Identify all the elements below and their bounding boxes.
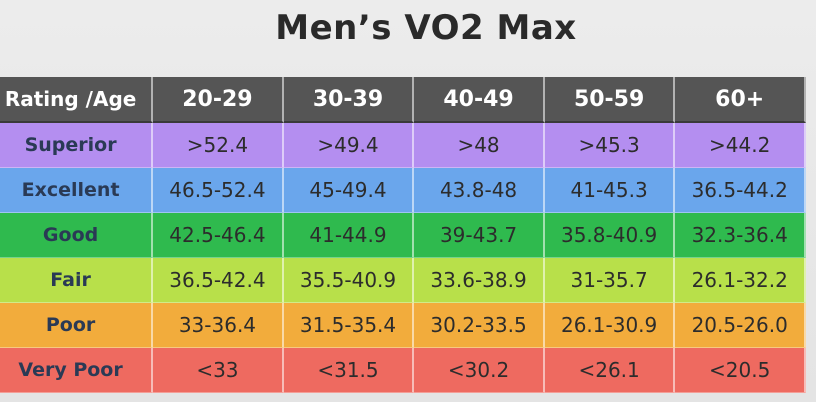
- table-cell: <31.5: [283, 348, 415, 393]
- rating-label-superior: Superior: [0, 123, 154, 168]
- table-row: Fair 36.5-42.4 35.5-40.9 33.6-38.9 31-35…: [0, 258, 806, 303]
- column-header-rating-age: Rating /Age: [0, 77, 154, 123]
- table-cell: <26.1: [544, 348, 676, 393]
- table-cell: 41-44.9: [283, 213, 415, 258]
- table-cell: 32.3-36.4: [675, 213, 806, 258]
- table-cell: <30.2: [414, 348, 545, 393]
- table-cell: <20.5: [675, 348, 806, 393]
- table-row: Poor 33-36.4 31.5-35.4 30.2-33.5 26.1-30…: [0, 303, 806, 348]
- table-cell: 26.1-32.2: [675, 258, 806, 303]
- table-cell: 46.5-52.4: [153, 168, 284, 213]
- rating-label-good: Good: [0, 213, 154, 258]
- vo2-max-table: Rating /Age 20-29 30-39 40-49 50-59 60+ …: [0, 77, 806, 393]
- table-cell: 31.5-35.4: [283, 303, 415, 348]
- table-cell: 36.5-44.2: [675, 168, 806, 213]
- table-cell: 39-43.7: [414, 213, 545, 258]
- table-cell: 31-35.7: [544, 258, 676, 303]
- rating-label-poor: Poor: [0, 303, 154, 348]
- table-row: Excellent 46.5-52.4 45-49.4 43.8-48 41-4…: [0, 168, 806, 213]
- table-cell: >48: [414, 123, 545, 168]
- table-cell: >52.4: [153, 123, 284, 168]
- chart-title: Men’s VO2 Max: [275, 8, 577, 48]
- table-cell: 26.1-30.9: [544, 303, 676, 348]
- column-header-40-49: 40-49: [414, 77, 545, 123]
- column-header-30-39: 30-39: [283, 77, 415, 123]
- table-row: Good 42.5-46.4 41-44.9 39-43.7 35.8-40.9…: [0, 213, 806, 258]
- table-cell: >45.3: [544, 123, 676, 168]
- rating-label-very-poor: Very Poor: [0, 348, 154, 393]
- column-header-50-59: 50-59: [544, 77, 676, 123]
- table-cell: >49.4: [283, 123, 415, 168]
- table-row: Very Poor <33 <31.5 <30.2 <26.1 <20.5: [0, 348, 806, 393]
- table-cell: <33: [153, 348, 284, 393]
- table-cell: 33.6-38.9: [414, 258, 545, 303]
- table-cell: 35.5-40.9: [283, 258, 415, 303]
- table-cell: 36.5-42.4: [153, 258, 284, 303]
- rating-label-excellent: Excellent: [0, 168, 154, 213]
- table-cell: 30.2-33.5: [414, 303, 545, 348]
- table-cell: 33-36.4: [153, 303, 284, 348]
- column-header-20-29: 20-29: [153, 77, 284, 123]
- table-cell: 43.8-48: [414, 168, 545, 213]
- table-cell: 35.8-40.9: [544, 213, 676, 258]
- table-cell: 41-45.3: [544, 168, 676, 213]
- table-cell: 20.5-26.0: [675, 303, 806, 348]
- table-header-row: Rating /Age 20-29 30-39 40-49 50-59 60+: [0, 77, 806, 123]
- table-row: Superior >52.4 >49.4 >48 >45.3 >44.2: [0, 123, 806, 168]
- table-cell: >44.2: [675, 123, 806, 168]
- rating-label-fair: Fair: [0, 258, 154, 303]
- table-cell: 45-49.4: [283, 168, 415, 213]
- column-header-60-plus: 60+: [675, 77, 806, 123]
- table-cell: 42.5-46.4: [153, 213, 284, 258]
